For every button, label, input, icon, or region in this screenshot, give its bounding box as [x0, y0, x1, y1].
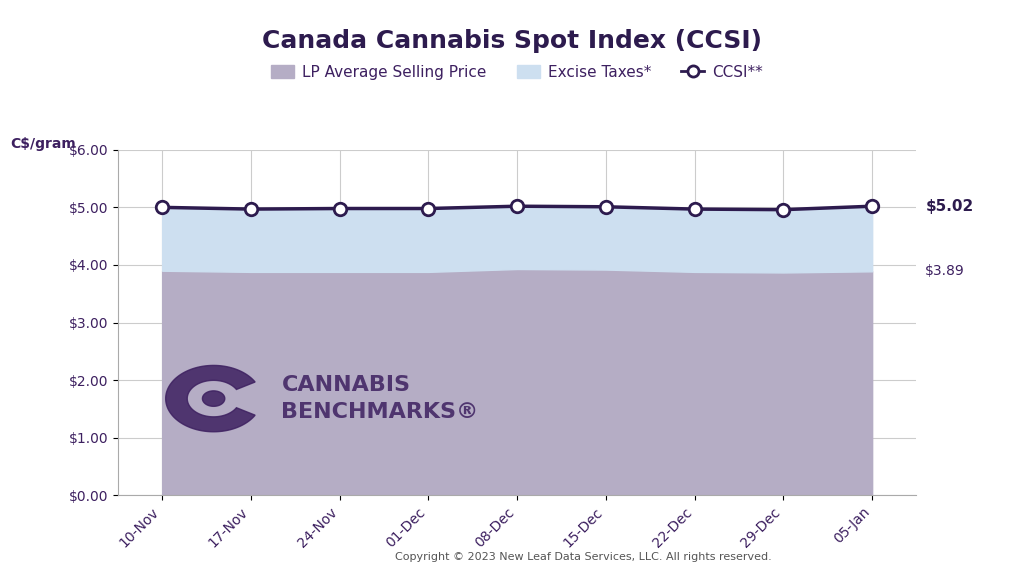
Text: $5.02: $5.02 — [926, 199, 974, 214]
Text: $3.89: $3.89 — [926, 264, 965, 278]
Text: Copyright © 2023 New Leaf Data Services, LLC. All rights reserved.: Copyright © 2023 New Leaf Data Services,… — [395, 552, 772, 562]
Polygon shape — [166, 365, 255, 432]
Text: BENCHMARKS®: BENCHMARKS® — [282, 403, 479, 422]
Legend: LP Average Selling Price, Excise Taxes*, CCSI**: LP Average Selling Price, Excise Taxes*,… — [265, 59, 769, 86]
Text: Canada Cannabis Spot Index (CCSI): Canada Cannabis Spot Index (CCSI) — [262, 29, 762, 53]
Polygon shape — [203, 391, 225, 406]
Text: C$/gram: C$/gram — [10, 137, 76, 151]
Text: CANNABIS: CANNABIS — [282, 375, 411, 395]
